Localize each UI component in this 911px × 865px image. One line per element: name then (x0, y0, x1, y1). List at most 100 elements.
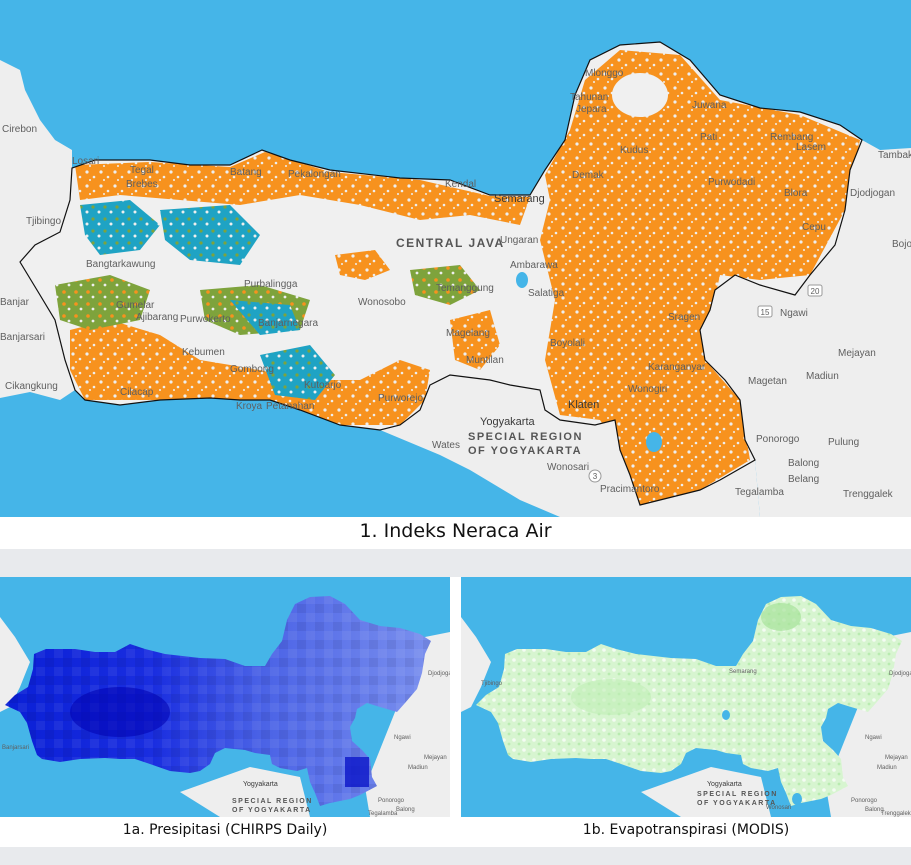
surplus-zone-center (230, 300, 300, 335)
place-label: Bojo (892, 239, 911, 250)
place-label: Purbalingga (244, 279, 298, 290)
place-label: Cepu (802, 222, 826, 233)
special-region-line1: SPECIAL REGION (232, 798, 313, 805)
deficit-patch-center (335, 250, 390, 280)
place-label: Salatiga (528, 288, 565, 299)
place-label: Petanahan (266, 401, 314, 412)
place-label: Muntilan (466, 355, 504, 366)
place-label: Ponorogo (378, 798, 405, 804)
place-label: Wates (432, 440, 460, 451)
place-labels: Cirebon Losari Tegal Brebes Pekalongan B… (0, 68, 911, 500)
special-region-line2: OF YOGYAKARTA (697, 800, 777, 807)
west-land (461, 617, 491, 712)
lake (722, 710, 730, 720)
svg-text:20: 20 (811, 287, 820, 296)
place-label: Magetan (748, 376, 787, 387)
road-shield-20: 20 (807, 284, 823, 297)
muria-mountain-blank (612, 73, 668, 117)
place-label: Mejayan (424, 755, 447, 761)
place-label: Kudus (620, 145, 648, 156)
svg-text:15: 15 (761, 308, 770, 317)
place-label: Pulung (828, 437, 859, 448)
place-label: Purwodadi (708, 177, 755, 188)
place-label: Ponorogo (851, 798, 878, 804)
place-label: Tjibingo (26, 216, 61, 227)
place-label: Rembang (770, 132, 813, 143)
place-label: Juwana (692, 100, 727, 111)
place-label: Djodjogan (889, 671, 911, 677)
place-label: Balong (865, 807, 884, 813)
place-label: Gumelar (116, 300, 155, 311)
rawa-pening-lake (516, 272, 528, 288)
place-label: Semarang (494, 193, 545, 205)
gap-strip (0, 549, 911, 577)
svg-text:3: 3 (593, 472, 598, 481)
place-label: Wonogiri (628, 384, 667, 395)
place-label: Wonosari (766, 805, 791, 811)
central-java-border (19, 41, 863, 506)
place-label: Sragen (668, 312, 700, 323)
place-label: Tegal (130, 165, 154, 176)
place-label: Bangtarkawung (86, 259, 156, 270)
place-label: Purwokerto (180, 314, 231, 325)
road-shield-15: 15 (757, 305, 773, 318)
place-label: Boyolali (550, 338, 585, 349)
special-region-line1: SPECIAL REGION (697, 791, 778, 798)
precip-pixel-texture (5, 596, 431, 806)
place-label: Tegalamba (735, 487, 784, 498)
evapotranspiration-map: Semarang Djodjogan Tjibingo Ngawi Mejaya… (461, 577, 911, 817)
east-land (700, 140, 911, 517)
east-land (365, 632, 450, 817)
special-region-line2: OF YOGYAKARTA (232, 807, 312, 814)
deficit-zone-north (75, 152, 530, 225)
place-label: Magelang (446, 328, 490, 339)
place-label: Gombong (230, 364, 274, 375)
place-label: Pati (700, 132, 717, 143)
caption-precipitation: 1a. Presipitasi (CHIRPS Daily) (122, 822, 328, 838)
place-label: Demak (572, 170, 605, 181)
place-label: Tambak (878, 150, 911, 161)
submap-b-panel: Semarang Djodjogan Tjibingo Ngawi Mejaya… (461, 577, 911, 817)
place-label: Madiun (877, 765, 897, 771)
evapo-green-center (571, 679, 651, 715)
road-shield-3: 3 (588, 469, 602, 483)
place-label: Ponorogo (756, 434, 800, 445)
special-region-line1: SPECIAL REGION (468, 431, 583, 443)
place-label: Kebumen (182, 347, 225, 358)
place-label: Cikangkung (5, 381, 58, 392)
main-map: CENTRAL JAVA SPECIAL REGION OF YOGYAKART… (0, 0, 911, 517)
place-label: Pracimantoro (600, 484, 660, 495)
precip-high-block (345, 757, 369, 787)
place-label: Mlonggo (585, 68, 624, 79)
place-label: Mejayan (838, 348, 876, 359)
place-label: Mejayan (885, 755, 908, 761)
place-label: Tegalamba (368, 811, 398, 817)
place-label: Balong (396, 807, 415, 813)
place-label: Trenggalek (881, 811, 911, 817)
place-label: Batang (230, 167, 262, 178)
place-label: Semarang (729, 669, 757, 675)
place-label: Ambarawa (510, 260, 558, 271)
place-label: Tahunan (570, 92, 608, 103)
sub-caption-bar (0, 817, 911, 847)
place-label: Djodjogan (428, 671, 450, 677)
evapo-green-north (761, 603, 801, 631)
main-map-panel: CENTRAL JAVA SPECIAL REGION OF YOGYAKART… (0, 0, 911, 517)
south-land (641, 767, 771, 817)
place-label: Ngawi (780, 308, 808, 319)
place-label: Purworejo (378, 393, 423, 404)
caption-evapotranspiration: 1b. Evapotranspirasi (MODIS) (582, 822, 790, 838)
place-label: Banjarsari (0, 332, 45, 343)
place-label: Brebes (126, 179, 158, 190)
gajah-mungkur-lake (646, 432, 662, 452)
moderate-zone-west (55, 275, 150, 330)
south-land (180, 767, 310, 817)
special-region-line2: OF YOGYAKARTA (468, 445, 582, 457)
place-label: Cilacap (120, 387, 154, 398)
main-caption-bar (0, 517, 911, 549)
place-label: Tjibingo (481, 681, 503, 687)
place-label: Ngawi (865, 735, 882, 741)
surplus-zone-slamet (160, 205, 260, 265)
deficit-patch-merapi (450, 310, 500, 370)
lake (792, 793, 802, 805)
